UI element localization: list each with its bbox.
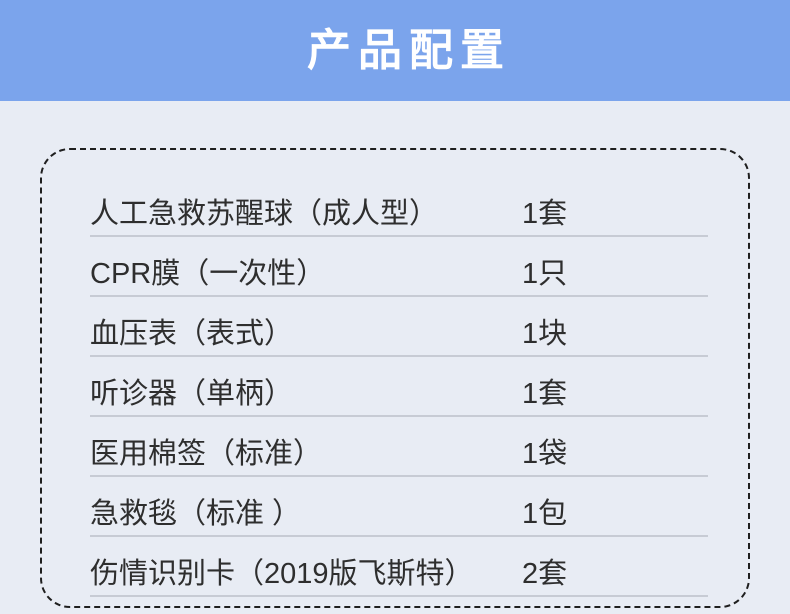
config-row: 医用棉签（标准） 1袋 bbox=[90, 417, 708, 477]
config-row: 急救毯（标准 ） 1包 bbox=[90, 477, 708, 537]
item-quantity: 1套 bbox=[522, 197, 568, 230]
config-list: 人工急救苏醒球（成人型） 1套 CPR膜（一次性） 1只 血压表（表式） 1块 … bbox=[42, 150, 748, 597]
item-quantity: 1袋 bbox=[522, 437, 568, 470]
item-name: CPR膜（一次性） bbox=[90, 257, 326, 290]
config-row: 听诊器（单柄） 1套 bbox=[90, 357, 708, 417]
item-name: 急救毯（标准 ） bbox=[90, 497, 302, 530]
item-name: 人工急救苏醒球（成人型） bbox=[90, 197, 439, 230]
item-name: 血压表（表式） bbox=[90, 317, 294, 350]
item-quantity: 1包 bbox=[522, 497, 568, 530]
item-quantity: 2套 bbox=[522, 557, 568, 590]
config-card: 人工急救苏醒球（成人型） 1套 CPR膜（一次性） 1只 血压表（表式） 1块 … bbox=[40, 148, 750, 608]
config-row: 血压表（表式） 1块 bbox=[90, 297, 708, 357]
config-row: 伤情识别卡（2019版飞斯特） 2套 bbox=[90, 537, 708, 597]
page-header: 产品配置 bbox=[0, 0, 790, 101]
item-quantity: 1套 bbox=[522, 377, 568, 410]
item-quantity: 1只 bbox=[522, 257, 568, 290]
item-name: 伤情识别卡（2019版飞斯特） bbox=[90, 557, 474, 590]
item-name: 听诊器（单柄） bbox=[90, 377, 294, 410]
page-title: 产品配置 bbox=[307, 25, 511, 75]
config-row: CPR膜（一次性） 1只 bbox=[90, 237, 708, 297]
item-quantity: 1块 bbox=[522, 317, 568, 350]
config-row: 人工急救苏醒球（成人型） 1套 bbox=[90, 177, 708, 237]
item-name: 医用棉签（标准） bbox=[90, 437, 323, 470]
